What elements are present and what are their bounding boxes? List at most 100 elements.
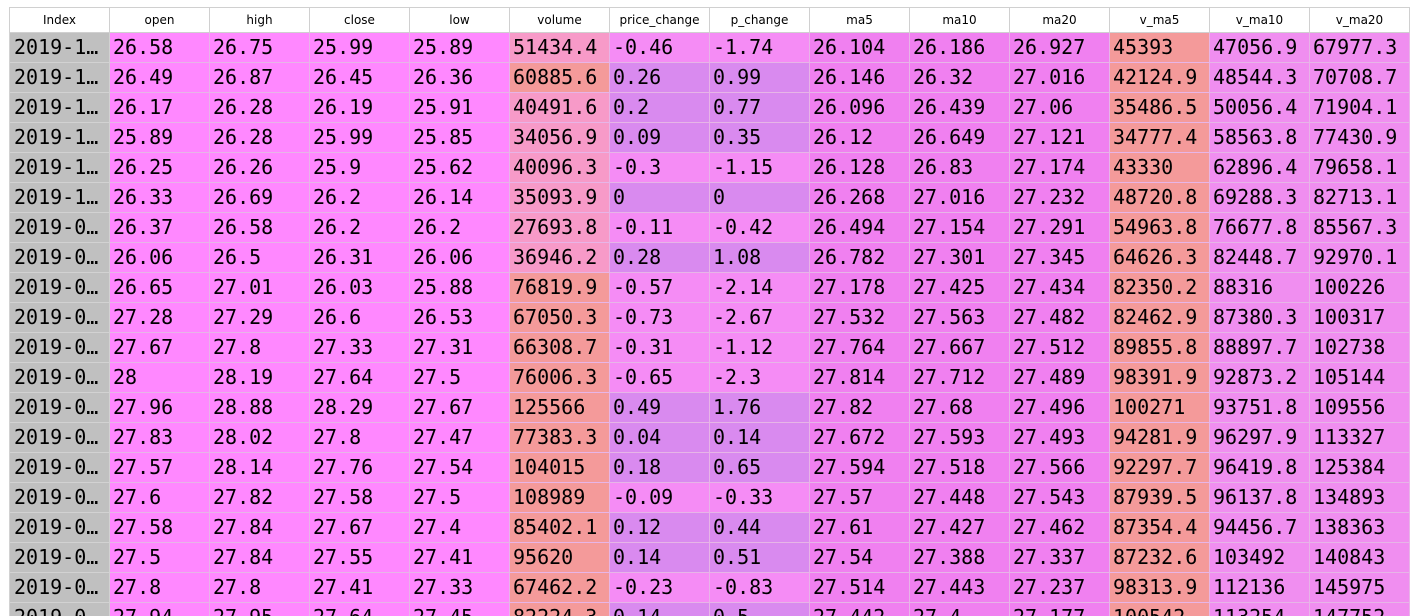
cell-close[interactable]: 27.58	[309, 482, 410, 513]
cell-close[interactable]: 26.31	[309, 242, 410, 273]
column-header-v-ma5[interactable]: v_ma5	[1109, 7, 1210, 33]
cell-v-ma10[interactable]: 93751.8	[1209, 392, 1310, 423]
cell-v-ma10[interactable]: 92873.2	[1209, 362, 1310, 393]
cell-v-ma20[interactable]: 140843	[1309, 542, 1410, 573]
cell-v-ma10[interactable]: 103492	[1209, 542, 1310, 573]
table-row[interactable]: 2019-1… 26.33 26.69 26.2 26.14 35093.9 0 0 26.26…	[9, 182, 1410, 213]
cell-v-ma20[interactable]: 102738	[1309, 332, 1410, 363]
cell-low[interactable]: 25.88	[409, 272, 510, 303]
cell-v-ma5[interactable]: 42124.9	[1109, 62, 1210, 93]
cell-ma5[interactable]: 26.268	[809, 182, 910, 213]
table-row[interactable]: 2019-0… 27.6 27.82 27.58 27.5 108989 -0.09 -0.3…	[9, 482, 1410, 513]
column-header-ma5[interactable]: ma5	[809, 7, 910, 33]
cell-low[interactable]: 27.45	[409, 602, 510, 616]
cell-ma5[interactable]: 26.782	[809, 242, 910, 273]
cell-ma5[interactable]: 27.61	[809, 512, 910, 543]
cell-v-ma10[interactable]: 76677.8	[1209, 212, 1310, 243]
cell-volume[interactable]: 77383.3	[509, 422, 610, 453]
row-index-cell[interactable]: 2019-1…	[9, 152, 110, 183]
cell-p-change[interactable]: 0.51	[709, 542, 810, 573]
cell-v-ma10[interactable]: 94456.7	[1209, 512, 1310, 543]
cell-low[interactable]: 25.62	[409, 152, 510, 183]
cell-ma20[interactable]: 27.566	[1009, 452, 1110, 483]
cell-v-ma10[interactable]: 62896.4	[1209, 152, 1310, 183]
table-row[interactable]: 2019-0…27.9427.9527.6427.4582224.30.140.…	[9, 602, 1410, 616]
column-header-p-change[interactable]: p_change	[709, 7, 810, 33]
cell-price-change[interactable]: -0.46	[609, 32, 710, 63]
cell-ma10[interactable]: 27.427	[909, 512, 1010, 543]
cell-p-change[interactable]: -2.3	[709, 362, 810, 393]
cell-v-ma20[interactable]: 71904.1	[1309, 92, 1410, 123]
cell-p-change[interactable]: -0.42	[709, 212, 810, 243]
cell-price-change[interactable]: -0.73	[609, 302, 710, 333]
cell-v-ma10[interactable]: 96419.8	[1209, 452, 1310, 483]
cell-low[interactable]: 27.4	[409, 512, 510, 543]
cell-ma20[interactable]: 27.232	[1009, 182, 1110, 213]
cell-v-ma10[interactable]: 88897.7	[1209, 332, 1310, 363]
cell-p-change[interactable]: 0	[709, 182, 810, 213]
cell-ma5[interactable]: 26.104	[809, 32, 910, 63]
cell-open[interactable]: 26.65	[109, 272, 210, 303]
cell-volume[interactable]: 125566	[509, 392, 610, 423]
cell-ma20[interactable]: 26.927	[1009, 32, 1110, 63]
cell-v-ma20[interactable]: 138363	[1309, 512, 1410, 543]
cell-v-ma5[interactable]: 87232.6	[1109, 542, 1210, 573]
cell-p-change[interactable]: -1.12	[709, 332, 810, 363]
cell-ma20[interactable]: 27.177	[1009, 602, 1110, 616]
row-index-cell[interactable]: 2019-0…	[9, 212, 110, 243]
cell-close[interactable]: 25.9	[309, 152, 410, 183]
row-index-cell[interactable]: 2019-0…	[9, 542, 110, 573]
cell-high[interactable]: 28.14	[209, 452, 310, 483]
cell-v-ma10[interactable]: 96297.9	[1209, 422, 1310, 453]
row-index-cell[interactable]: 2019-0…	[9, 392, 110, 423]
table-row[interactable]: 2019-0… 27.58 27.84 27.67 27.4 85402.1 0.12 0.4…	[9, 512, 1410, 543]
cell-low[interactable]: 25.91	[409, 92, 510, 123]
cell-high[interactable]: 27.29	[209, 302, 310, 333]
cell-low[interactable]: 27.54	[409, 452, 510, 483]
cell-high[interactable]: 26.69	[209, 182, 310, 213]
cell-v-ma20[interactable]: 109556	[1309, 392, 1410, 423]
cell-open[interactable]: 27.8	[109, 572, 210, 603]
cell-v-ma10[interactable]: 87380.3	[1209, 302, 1310, 333]
column-header-high[interactable]: high	[209, 7, 310, 33]
cell-v-ma5[interactable]: 94281.9	[1109, 422, 1210, 453]
cell-price-change[interactable]: -0.23	[609, 572, 710, 603]
row-index-cell[interactable]: 2019-0…	[9, 422, 110, 453]
cell-ma5[interactable]: 27.514	[809, 572, 910, 603]
cell-p-change[interactable]: 1.76	[709, 392, 810, 423]
cell-p-change[interactable]: 0.14	[709, 422, 810, 453]
cell-ma10[interactable]: 26.83	[909, 152, 1010, 183]
cell-volume[interactable]: 40096.3	[509, 152, 610, 183]
cell-p-change[interactable]: 0.77	[709, 92, 810, 123]
cell-high[interactable]: 26.28	[209, 122, 310, 153]
cell-volume[interactable]: 35093.9	[509, 182, 610, 213]
cell-ma20[interactable]: 27.493	[1009, 422, 1110, 453]
cell-high[interactable]: 27.01	[209, 272, 310, 303]
cell-v-ma20[interactable]: 145975	[1309, 572, 1410, 603]
cell-v-ma5[interactable]: 98313.9	[1109, 572, 1210, 603]
cell-price-change[interactable]: 0.2	[609, 92, 710, 123]
cell-ma20[interactable]: 27.337	[1009, 542, 1110, 573]
cell-ma20[interactable]: 27.237	[1009, 572, 1110, 603]
cell-p-change[interactable]: 0.65	[709, 452, 810, 483]
cell-v-ma5[interactable]: 35486.5	[1109, 92, 1210, 123]
cell-close[interactable]: 26.19	[309, 92, 410, 123]
row-index-cell[interactable]: 2019-1…	[9, 32, 110, 63]
cell-close[interactable]: 26.03	[309, 272, 410, 303]
cell-high[interactable]: 26.26	[209, 152, 310, 183]
column-header-v-ma10[interactable]: v_ma10	[1209, 7, 1310, 33]
cell-price-change[interactable]: 0.28	[609, 242, 710, 273]
cell-close[interactable]: 27.64	[309, 602, 410, 616]
cell-price-change[interactable]: -0.11	[609, 212, 710, 243]
cell-ma5[interactable]: 27.594	[809, 452, 910, 483]
cell-low[interactable]: 25.85	[409, 122, 510, 153]
table-row[interactable]: 2019-1… 26.17 26.28 26.19 25.91 40491.6 0.2 0.7…	[9, 92, 1410, 123]
cell-p-change[interactable]: 1.08	[709, 242, 810, 273]
table-row[interactable]: 2019-1… 25.89 26.28 25.99 25.85 34056.9 0.09 0.…	[9, 122, 1410, 153]
cell-ma20[interactable]: 27.543	[1009, 482, 1110, 513]
cell-ma10[interactable]: 27.016	[909, 182, 1010, 213]
cell-ma10[interactable]: 26.32	[909, 62, 1010, 93]
cell-price-change[interactable]: -0.65	[609, 362, 710, 393]
cell-high[interactable]: 27.8	[209, 332, 310, 363]
cell-open[interactable]: 27.57	[109, 452, 210, 483]
